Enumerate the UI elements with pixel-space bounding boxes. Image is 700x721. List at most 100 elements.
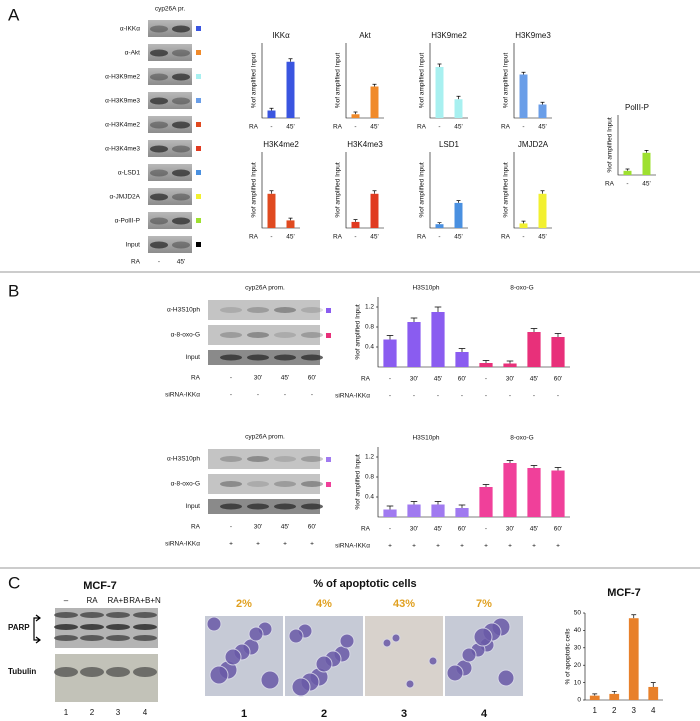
treatment-mark: + [460, 543, 464, 550]
blot-treatment-mark: + [256, 541, 260, 548]
cell [339, 633, 355, 649]
cell [461, 647, 477, 663]
x-tick-label: - [354, 234, 356, 241]
y-axis-label: %of amplified Input [503, 162, 510, 217]
chart-title: Akt [359, 31, 371, 40]
bar [286, 220, 295, 228]
bar [527, 468, 541, 517]
y-tick-label: 30 [574, 645, 582, 652]
bar [267, 193, 276, 228]
blot-band [150, 169, 168, 177]
error-bar [410, 501, 418, 505]
x-tick-label: 60' [554, 376, 562, 383]
blot-band [274, 332, 296, 338]
blot-band [247, 503, 269, 510]
error-bar [434, 501, 442, 505]
bar [351, 221, 360, 228]
bar [623, 170, 632, 175]
row-color-key [196, 98, 201, 103]
blot-treatment-mark: - [311, 392, 313, 399]
blot-title: cyp26A prom. [245, 434, 285, 441]
blot-band [172, 193, 190, 201]
blot-row-label: α-H3S10ph [167, 456, 200, 463]
blot-strip [148, 212, 192, 229]
blot-row-label: α-H3K9me3 [105, 98, 140, 105]
axis [377, 297, 570, 368]
cell [248, 626, 264, 642]
parp-bracket [33, 614, 41, 644]
bar [431, 504, 445, 517]
blot-strip [148, 20, 192, 37]
blot-band [54, 667, 78, 677]
blot-band [220, 332, 242, 338]
lane-number: 1 [64, 708, 69, 717]
lane-number: 4 [143, 708, 148, 717]
row-color-key [326, 333, 331, 338]
bar [527, 332, 541, 367]
blot-band [150, 241, 168, 249]
x-tick-label: 45' [538, 234, 546, 241]
x-tick-label: - [626, 181, 628, 188]
y-tick-label: 0.4 [365, 344, 374, 351]
blot-lane: 45' [177, 259, 185, 266]
lane-number: 3 [116, 708, 121, 717]
blot-condition: RA [131, 259, 141, 266]
blot-band [172, 49, 190, 57]
bar [431, 312, 445, 367]
treatment-mark: - [509, 393, 511, 400]
bar [267, 110, 276, 118]
row-color-key [196, 74, 201, 79]
bar [589, 695, 600, 700]
blot-band [172, 97, 190, 105]
blot-lane: 60' [308, 524, 316, 531]
bar [503, 363, 517, 367]
x-tick-label: 45' [434, 376, 442, 383]
bar [538, 193, 547, 228]
blot-band [301, 354, 323, 361]
blot-band [133, 612, 157, 618]
error-bar [554, 333, 562, 337]
blot-band [247, 307, 269, 313]
y-tick-label: 40 [574, 627, 582, 634]
blot-row-label: α-Akt [125, 50, 141, 57]
blot-band [150, 25, 168, 33]
x-tick-label: 45' [642, 181, 650, 188]
treatment-mark: - [437, 393, 439, 400]
x-tick-label: - [389, 376, 391, 383]
blot-band [80, 667, 104, 677]
x-axis-label: RA [249, 124, 259, 131]
blot-title: MCF-7 [83, 580, 117, 592]
blot-band [301, 332, 323, 338]
blot-treatment-mark: + [229, 541, 233, 548]
percentage: 7% [476, 598, 492, 610]
x-tick-label: 45' [286, 234, 294, 241]
x-tick-label: 45' [434, 526, 442, 533]
x-axis-label: RA [605, 181, 615, 188]
treatment-mark: + [556, 543, 560, 550]
blot-strip [148, 116, 192, 133]
x-tick-label: 45' [454, 124, 462, 131]
error-bar [540, 101, 545, 105]
bar [286, 61, 295, 118]
blot-title: cyp26A pr. [155, 6, 186, 13]
error-bar [269, 107, 274, 111]
blot-band [274, 481, 296, 487]
x-tick-label: - [485, 376, 487, 383]
error-bar [521, 220, 526, 224]
y-tick-label: 10 [574, 679, 582, 686]
percentage: 2% [236, 598, 252, 610]
blot-strip [148, 236, 192, 253]
panel-label: C [8, 573, 20, 592]
blot-title: cyp26A prom. [245, 285, 285, 292]
blot-row-label: α-8-oxo-G [171, 332, 200, 339]
blot-band [106, 624, 130, 630]
blot-band [106, 667, 130, 677]
y-tick-label: 20 [574, 662, 582, 669]
bar [609, 693, 620, 700]
blot-strip [208, 474, 320, 494]
blot-band [220, 354, 242, 361]
error-bar [530, 465, 538, 468]
cell [260, 670, 280, 690]
x-tick-label: 2 [612, 706, 617, 715]
